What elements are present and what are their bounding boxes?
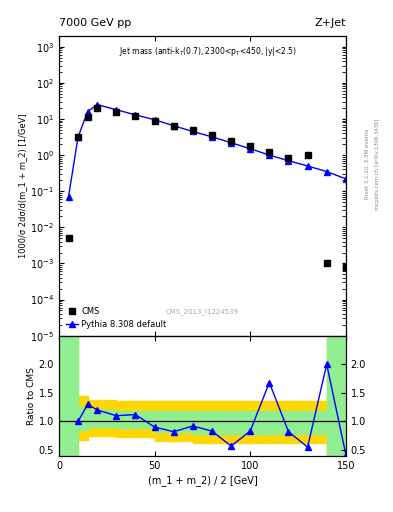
X-axis label: (m_1 + m_2) / 2 [GeV]: (m_1 + m_2) / 2 [GeV] [147, 475, 257, 485]
CMS [133, 113, 138, 119]
Pythia 8.308 default [152, 117, 157, 123]
Pythia 8.308 default [286, 158, 291, 164]
Legend: CMS, Pythia 8.308 default: CMS, Pythia 8.308 default [63, 305, 169, 332]
CMS [209, 133, 214, 139]
Pythia 8.308 default [267, 152, 272, 158]
Pythia 8.308 default [343, 176, 348, 182]
Pythia 8.308 default [305, 163, 310, 169]
CMS [76, 134, 81, 140]
Pythia 8.308 default [248, 145, 253, 152]
Line: Pythia 8.308 default: Pythia 8.308 default [65, 101, 349, 200]
Pythia 8.308 default [66, 194, 71, 200]
Pythia 8.308 default [114, 106, 119, 113]
Y-axis label: Ratio to CMS: Ratio to CMS [27, 367, 36, 424]
Text: Z+Jet: Z+Jet [314, 18, 346, 28]
CMS [343, 264, 348, 270]
Text: 7000 GeV pp: 7000 GeV pp [59, 18, 131, 28]
Pythia 8.308 default [76, 134, 81, 140]
CMS [267, 149, 272, 155]
CMS [114, 109, 119, 115]
Line: CMS: CMS [65, 105, 349, 270]
Text: CMS_2013_I1224539: CMS_2013_I1224539 [166, 308, 239, 315]
CMS [171, 123, 176, 129]
CMS [66, 235, 71, 241]
Text: Jet mass (anti-k$_T$(0.7), 2300<p$_T$<450, |y|<2.5): Jet mass (anti-k$_T$(0.7), 2300<p$_T$<45… [119, 45, 297, 58]
Pythia 8.308 default [229, 140, 233, 146]
CMS [286, 155, 291, 161]
Y-axis label: 1000/σ 2dσ/d(m_1 + m_2) [1/GeV]: 1000/σ 2dσ/d(m_1 + m_2) [1/GeV] [18, 114, 27, 258]
Pythia 8.308 default [133, 112, 138, 118]
Pythia 8.308 default [95, 101, 99, 108]
CMS [85, 114, 90, 120]
CMS [191, 127, 195, 133]
Pythia 8.308 default [324, 168, 329, 175]
Pythia 8.308 default [209, 134, 214, 140]
CMS [152, 118, 157, 124]
Pythia 8.308 default [85, 109, 90, 115]
Text: Rivet 3.1.10, 3.3M events: Rivet 3.1.10, 3.3M events [365, 129, 370, 199]
Pythia 8.308 default [171, 123, 176, 129]
CMS [95, 105, 99, 111]
CMS [305, 152, 310, 158]
CMS [324, 261, 329, 267]
Text: mcplots.cern.ch [arXiv:1306.3436]: mcplots.cern.ch [arXiv:1306.3436] [375, 118, 380, 209]
Pythia 8.308 default [191, 129, 195, 135]
CMS [248, 143, 253, 149]
CMS [229, 138, 233, 144]
